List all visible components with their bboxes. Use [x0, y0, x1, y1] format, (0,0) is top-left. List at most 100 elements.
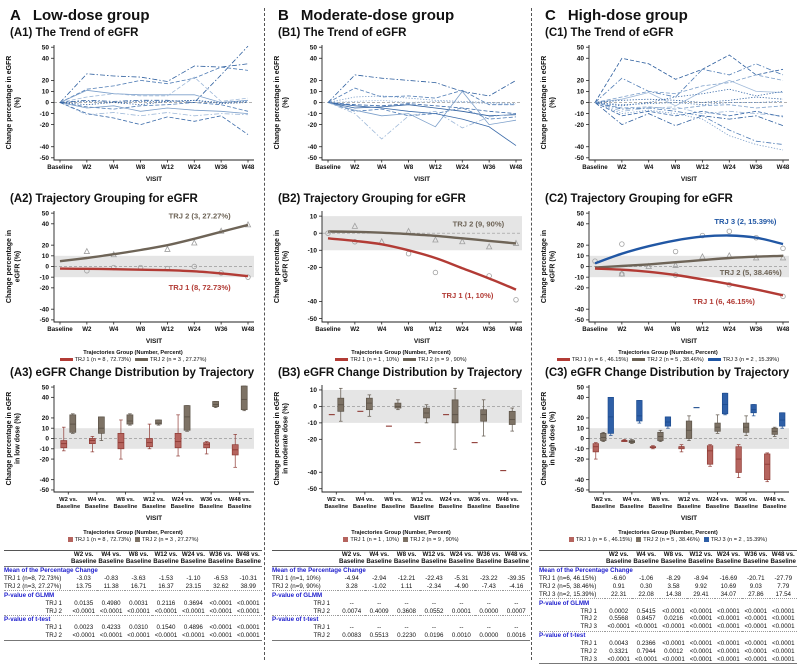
table-cell: -- [514, 624, 519, 632]
axis-text: Baseline [591, 504, 616, 510]
axis-text: -50 [40, 317, 50, 324]
trajectory-curve [327, 230, 517, 245]
trajectory-label: TRJ 1 (6, 46.15%) [693, 297, 756, 306]
trajectory-label: TRJ 1 (1, 10%) [442, 291, 494, 300]
axis-text: -50 [40, 155, 50, 162]
column-header: W48 vs. Baseline [770, 550, 796, 566]
patient-trend-line [327, 101, 517, 146]
box [117, 432, 125, 449]
axis-text: -20 [575, 456, 585, 463]
axis-text: -10 [40, 274, 50, 281]
axis-text: W8 vs. [651, 497, 670, 503]
box [764, 453, 771, 480]
data-marker [513, 296, 519, 303]
legend-swatch [556, 357, 570, 361]
data-marker [672, 248, 679, 255]
axis-text: W4 vs. [88, 497, 107, 503]
data-marker [779, 253, 787, 261]
section-label: Mean of the Percentage Change [4, 566, 98, 574]
trajectory-curve [327, 236, 517, 291]
table-cell: 0.0012 [664, 648, 684, 656]
axis-text: Baseline [620, 504, 645, 510]
y-axis-label: eGFR (%) [550, 251, 557, 283]
table-cell: <0.0001 [717, 607, 740, 615]
axis-text: W12 [429, 164, 442, 171]
table-cell: <0.0001 [182, 607, 205, 615]
legend-swatch [632, 357, 646, 361]
data-marker [164, 245, 171, 252]
column-header: W12 vs. Baseline [688, 550, 714, 566]
table-cell: 3.28 [345, 582, 358, 590]
table-cell: -12.21 [397, 574, 416, 582]
x-axis-label: VISIT [681, 176, 697, 183]
axis-text: W24 [723, 326, 736, 333]
row-label: TRJ 1 [45, 624, 62, 632]
patient-trend-line [594, 74, 784, 103]
column-header: W8 vs. Baseline [393, 550, 420, 566]
table-cell: 0.0023 [74, 624, 94, 632]
box [721, 392, 729, 414]
table-cell: -23.22 [480, 574, 498, 582]
table-cell: <0.0001 [689, 623, 713, 631]
table-cell: 0.3321 [609, 648, 629, 656]
table-cell: <0.0001 [744, 623, 768, 631]
legend-entry: TRJ 1 (n = 8 , 72.73%) [67, 537, 131, 543]
table-cell: -7.43 [481, 582, 496, 590]
axis-text: W12 [161, 164, 174, 171]
trajectory-chart-c2: 50 40 20 10 0 -10 -20 -40 -50 Baseline W2 W4 W8 W12 W2… [541, 210, 790, 345]
table-cell: 0.8457 [636, 615, 656, 623]
data-marker [83, 247, 91, 254]
table-cell: 16.71 [130, 582, 147, 590]
box [69, 414, 77, 433]
table-cell: 0.0007 [506, 607, 526, 615]
table-cell: -- [404, 624, 409, 632]
axis-text: W36 [750, 326, 763, 333]
axis-text: 40 [42, 221, 50, 228]
table-cell: 9.92 [694, 582, 707, 590]
table-cell: <0.0001 [99, 607, 123, 615]
patient-trend-line [59, 102, 249, 135]
trajectory-label: TRJ 1 (8, 72.73%) [169, 283, 232, 292]
legend-title: Trajectories Group (Number, Percent) [618, 529, 718, 536]
axis-text: -10 [575, 446, 585, 453]
legend-entries: TRJ 1 (n = 8 , 72.73%) TRJ 2 (n = 3 , 27.… [2, 537, 264, 544]
column-high-dose: C High-dose group (C1) The Trend of eGFR … [537, 0, 799, 665]
box [779, 412, 786, 427]
y-axis-label: Change percentage in eGFR [274, 391, 281, 485]
legend-entry: TRJ 2 (n = 9 , 90%) [403, 357, 467, 363]
table-cell: 0.4980 [101, 599, 121, 607]
table-cell: 13.75 [75, 582, 92, 590]
axis-text: W8 [404, 164, 414, 171]
table-cell: 0.0135 [74, 599, 94, 607]
row-label: TRJ 2 (n=5, 38.46%) [539, 582, 597, 590]
axis-text: Baseline [763, 504, 788, 510]
legend-swatch [59, 357, 73, 361]
stats-table-a: W2 vs. Baseline W4 vs. Baseline W8 vs. Baseli… [2, 550, 264, 641]
table-cell: 0.0552 [424, 607, 444, 615]
table-row: TRJ 1 (n=6, 46.15%) -6.60 -1.06 -8.29 -8.94 -… [539, 575, 797, 583]
table-cell: -4.94 [344, 574, 359, 582]
trajectory-curve [59, 223, 249, 263]
axis-text: 0 [45, 100, 49, 107]
table-row: TRJ 1 -- -- -- -- -- -- -- [272, 599, 530, 607]
table-cell: -20.71 [747, 574, 765, 582]
axis-text: 50 [577, 44, 585, 51]
axis-text: 0 [580, 100, 584, 107]
table-cell: <0.0001 [689, 640, 713, 648]
patient-trend-line [594, 100, 784, 105]
axis-text: W2 vs. [59, 497, 78, 503]
legend-entry: TRJ 2 (n = 5 , 38.46%) [632, 357, 704, 363]
table-cell: <0.0001 [127, 632, 150, 640]
table-cell: 32.62 [213, 582, 229, 590]
patient-trend-line [327, 102, 517, 140]
table-cell: 0.4233 [101, 624, 121, 632]
trajectory-label: TRJ 2 (3, 27.27%) [169, 211, 232, 220]
axes [588, 384, 789, 493]
axis-text: W36 [750, 164, 763, 171]
table-cell: 0.0010 [451, 632, 471, 640]
table-cell: -- [459, 624, 464, 632]
trajectory-curve [594, 234, 784, 265]
axis-text: Baseline [85, 504, 110, 510]
table-cell: -- [486, 599, 491, 607]
